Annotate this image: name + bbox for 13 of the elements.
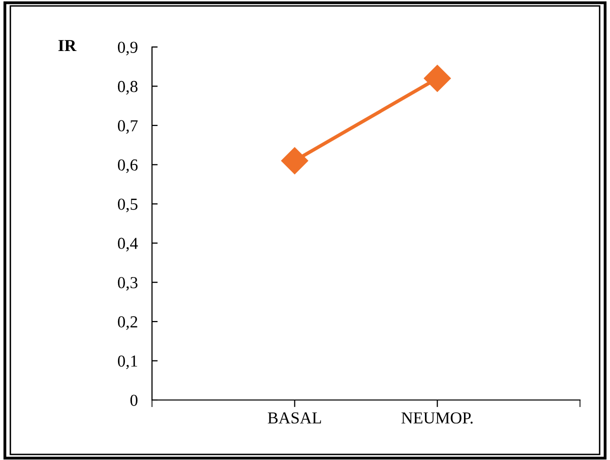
y-tick-label: 0,7 bbox=[118, 120, 138, 134]
y-tick-label: 0,8 bbox=[118, 80, 138, 95]
y-tick-label: 0,2 bbox=[118, 316, 138, 330]
x-tick-label: NEUMOP. bbox=[401, 412, 473, 424]
y-tick-label: 0 bbox=[130, 394, 138, 406]
y-tick-label: 0,4 bbox=[118, 238, 138, 252]
y-tick-label: 0,6 bbox=[118, 159, 138, 174]
y-tick-label: 0,1 bbox=[118, 355, 138, 370]
y-tick-label: 0,9 bbox=[118, 42, 138, 56]
x-tick-label: BASAL bbox=[268, 412, 321, 424]
y-tick-label: 0,5 bbox=[118, 198, 138, 212]
y-tick-label: 0,3 bbox=[118, 277, 138, 291]
y-axis-title: IR bbox=[58, 40, 77, 52]
